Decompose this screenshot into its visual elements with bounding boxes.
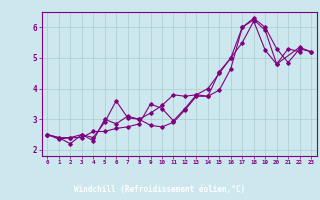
Text: Windchill (Refroidissement éolien,°C): Windchill (Refroidissement éolien,°C) xyxy=(75,185,245,194)
